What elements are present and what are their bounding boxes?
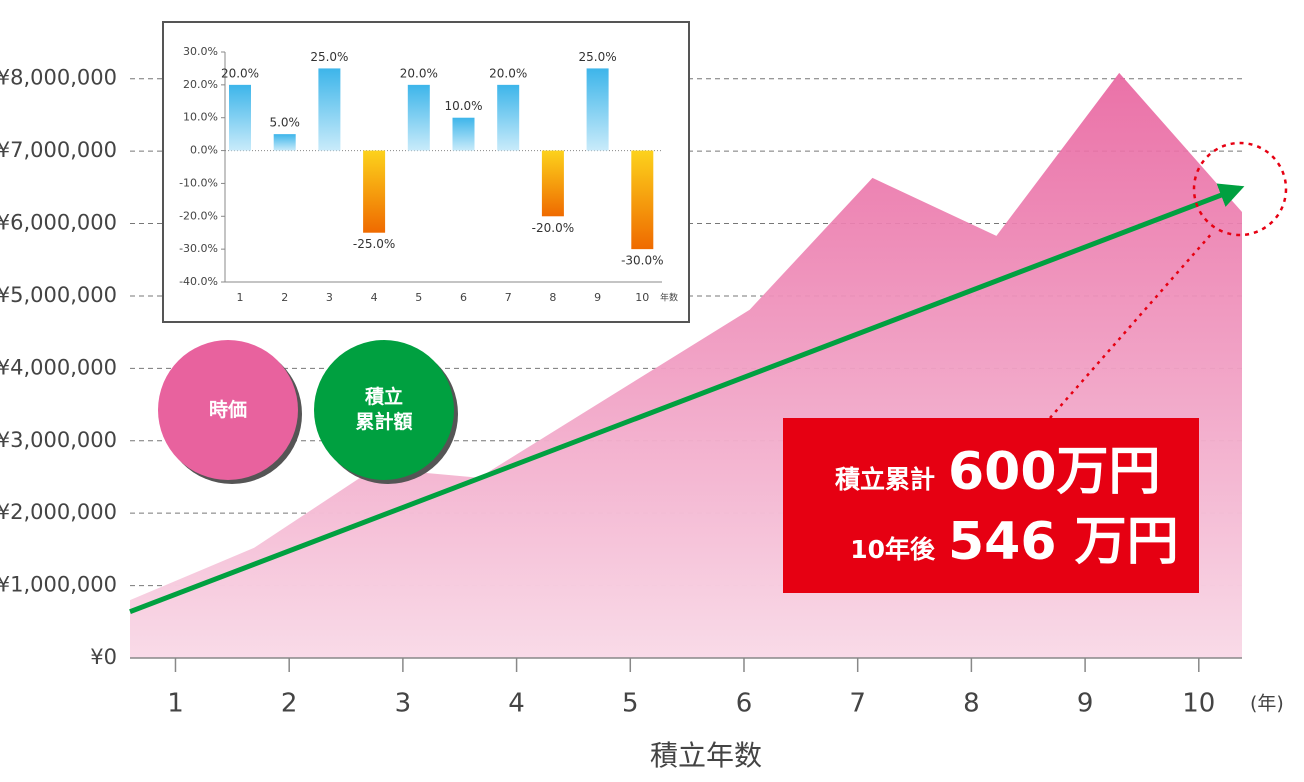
value-label: 5.0% <box>269 116 300 130</box>
x-unit: (年) <box>1250 693 1284 715</box>
x-axis-title: 年数 <box>660 292 678 304</box>
bar <box>318 68 341 151</box>
y-tick-label: ¥0 <box>90 645 117 669</box>
y-tick-label: 20.0% <box>183 78 218 91</box>
y-tick-label: ¥4,000,000 <box>0 355 117 379</box>
x-tick-label: 9 <box>594 291 601 304</box>
value-label: 20.0% <box>489 66 527 80</box>
value-label: 25.0% <box>579 50 617 64</box>
x-tick-label: 1 <box>237 291 244 304</box>
callout-circle <box>1192 141 1288 237</box>
x-tick-label: 8 <box>549 291 556 304</box>
callout: 積立累計 600万円 10年後 546 万円 <box>783 141 1288 593</box>
inset-chart: 30.0%20.0%10.0%0.0%-10.0%-20.0%-30.0%-40… <box>162 21 690 323</box>
y-tick-label: -40.0% <box>179 275 218 288</box>
annotation: 積立累計 <box>835 465 935 494</box>
y-tick-label: 0.0% <box>190 144 218 157</box>
legend-marker <box>158 340 298 480</box>
value-label: -30.0% <box>621 254 663 268</box>
y-tick-label: ¥7,000,000 <box>0 138 117 162</box>
y-tick-label: ¥3,000,000 <box>0 428 117 452</box>
y-tick-label: -20.0% <box>179 209 218 222</box>
legend-label: 積立 累計額 <box>355 386 413 433</box>
x-tick-label: 6 <box>460 291 467 304</box>
x-axis-title: 積立年数 <box>650 739 762 772</box>
value-label: 20.0% <box>400 66 438 80</box>
y-tick-label: 10.0% <box>183 111 218 124</box>
callout-line <box>1049 231 1214 419</box>
annotation: 10年後 <box>850 535 936 564</box>
bar <box>363 150 386 233</box>
y-tick-label: ¥1,000,000 <box>0 573 117 597</box>
x-tick-label: 2 <box>281 291 288 304</box>
x-tick-label: 3 <box>395 689 412 719</box>
bar <box>229 84 251 151</box>
x-tick-label: 4 <box>371 291 378 304</box>
x-tick-label: 2 <box>281 689 298 719</box>
x-tick-label: 9 <box>1077 689 1094 719</box>
x-tick-label: 1 <box>167 689 184 719</box>
x-tick-label: 7 <box>849 689 866 719</box>
x-tick-label: 10 <box>1182 689 1215 719</box>
value-label: 10.0% <box>444 99 482 113</box>
legend-label: 時価 <box>208 398 247 421</box>
y-tick-label: ¥6,000,000 <box>0 211 117 235</box>
x-tick-label: 4 <box>508 689 525 719</box>
y-tick-label: ¥2,000,000 <box>0 500 117 524</box>
y-tick-label: ¥5,000,000 <box>0 283 117 307</box>
bar <box>452 117 475 151</box>
x-tick-label: 10 <box>635 291 649 304</box>
x-tick-label: 6 <box>736 689 753 719</box>
y-tick-label: ¥8,000,000 <box>0 66 117 90</box>
y-tick-label: -30.0% <box>179 242 218 255</box>
value-label: -25.0% <box>353 237 395 251</box>
legend-marker <box>314 340 454 480</box>
annotation: 546 万円 <box>948 512 1179 572</box>
y-tick-label: -10.0% <box>179 176 218 189</box>
annotation: 600万円 <box>948 442 1161 502</box>
bar <box>586 68 609 151</box>
x-tick-label: 5 <box>415 291 422 304</box>
value-label: 20.0% <box>221 66 259 80</box>
x-tick-label: 3 <box>326 291 333 304</box>
bar <box>631 150 654 250</box>
bar <box>407 84 430 151</box>
line <box>129 183 1245 614</box>
value-label: -20.0% <box>532 221 574 235</box>
callout-box <box>783 418 1199 593</box>
bar <box>273 134 296 151</box>
x-tick-label: 7 <box>505 291 512 304</box>
bar <box>541 150 564 217</box>
bar <box>497 84 520 151</box>
x-tick-label: 5 <box>622 689 639 719</box>
x-tick-label: 8 <box>963 689 980 719</box>
y-tick-label: 30.0% <box>183 45 218 58</box>
value-label: 25.0% <box>310 50 348 64</box>
